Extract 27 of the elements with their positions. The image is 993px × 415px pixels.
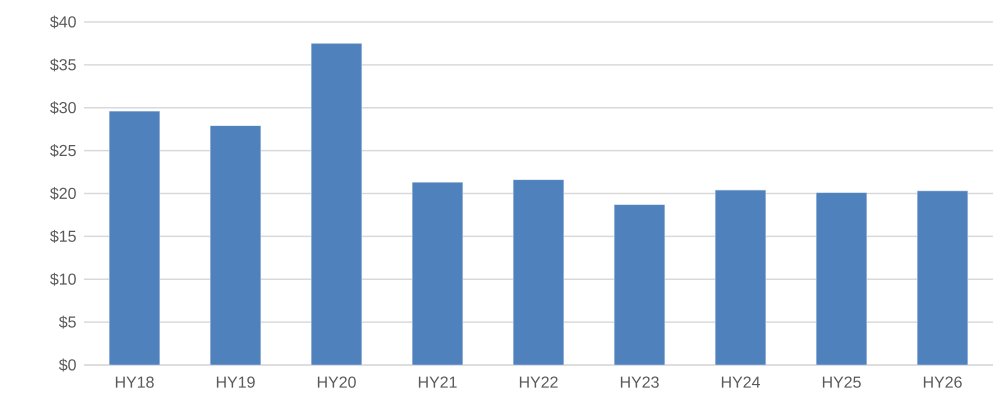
x-tick-label: HY22 xyxy=(520,376,558,388)
x-tick-label: HY25 xyxy=(822,376,861,388)
x-tick-label: HY20 xyxy=(318,376,356,388)
y-tick-label: $30 xyxy=(50,101,76,114)
y-tick-label: $5 xyxy=(58,316,76,329)
x-tick-label: HY23 xyxy=(620,376,659,388)
bar xyxy=(614,204,666,366)
bar xyxy=(311,43,362,366)
x-tick-label: HY24 xyxy=(722,376,760,388)
bar xyxy=(715,190,766,366)
bar xyxy=(816,192,868,366)
bar xyxy=(513,180,564,366)
y-tick-label: $15 xyxy=(50,230,76,243)
y-tick-label: $0 xyxy=(58,358,76,372)
bar xyxy=(109,110,160,366)
bar xyxy=(210,126,262,366)
y-tick-label: $20 xyxy=(50,187,76,200)
bar xyxy=(917,190,968,366)
x-tick-label: HY26 xyxy=(924,376,962,388)
x-tick-label: HY19 xyxy=(216,376,255,388)
x-tick-label: HY21 xyxy=(418,376,457,388)
y-tick-label: $35 xyxy=(50,58,76,72)
y-tick-label: $10 xyxy=(50,272,76,286)
bar xyxy=(412,182,464,366)
y-tick-label: $25 xyxy=(50,144,76,158)
y-tick-label: $40 xyxy=(50,16,76,28)
x-tick-label: HY18 xyxy=(116,376,154,388)
